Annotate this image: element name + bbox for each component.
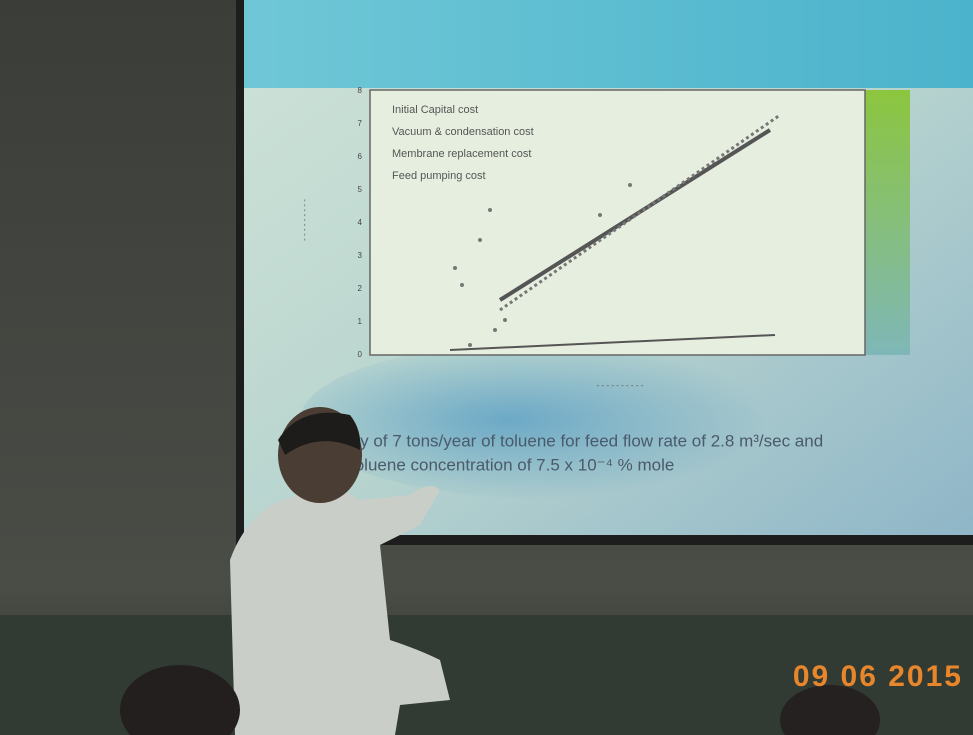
presenter-body: [230, 486, 450, 735]
caption-line: ery of 7 tons/year of toluene for feed f…: [345, 431, 823, 450]
slide-shade: [300, 340, 820, 500]
legend-entry: Membrane replacement cost: [392, 148, 531, 160]
caption-line: toluene concentration of 7.5 x 10⁻⁴ % mo…: [350, 455, 674, 474]
plot-line: [449, 334, 776, 351]
y-tick-label: 2: [358, 284, 363, 293]
scatter-points: [453, 183, 632, 347]
presenter-hair: [278, 412, 361, 455]
slide-band: [244, 0, 973, 88]
y-tick-label: 4: [358, 218, 363, 227]
legend-entry: Feed pumping cost: [392, 170, 486, 182]
plot-line: [499, 113, 781, 312]
y-tick-label: 1: [358, 317, 363, 326]
plot-line: [498, 128, 772, 302]
y-tick-label: 0: [358, 350, 363, 359]
legend-entry: Initial Capital cost: [392, 104, 478, 116]
timestamp: 09 06 2015: [793, 660, 963, 693]
y-tick-label: 5: [358, 185, 363, 194]
y-axis-label: - - - - - - - - -: [300, 199, 309, 241]
y-tick-label: 8: [358, 86, 363, 95]
y-tick-label: 3: [358, 251, 363, 260]
x-axis-label: - - - - - - - - - -: [597, 381, 644, 390]
audience-head: [120, 665, 240, 735]
plot-area: [369, 89, 866, 356]
y-tick-label: 7: [358, 119, 363, 128]
audience-head: [780, 685, 880, 735]
y-tick-label: 6: [358, 152, 363, 161]
green-strip: [865, 90, 910, 355]
legend-entry: Vacuum & condensation cost: [392, 126, 534, 138]
